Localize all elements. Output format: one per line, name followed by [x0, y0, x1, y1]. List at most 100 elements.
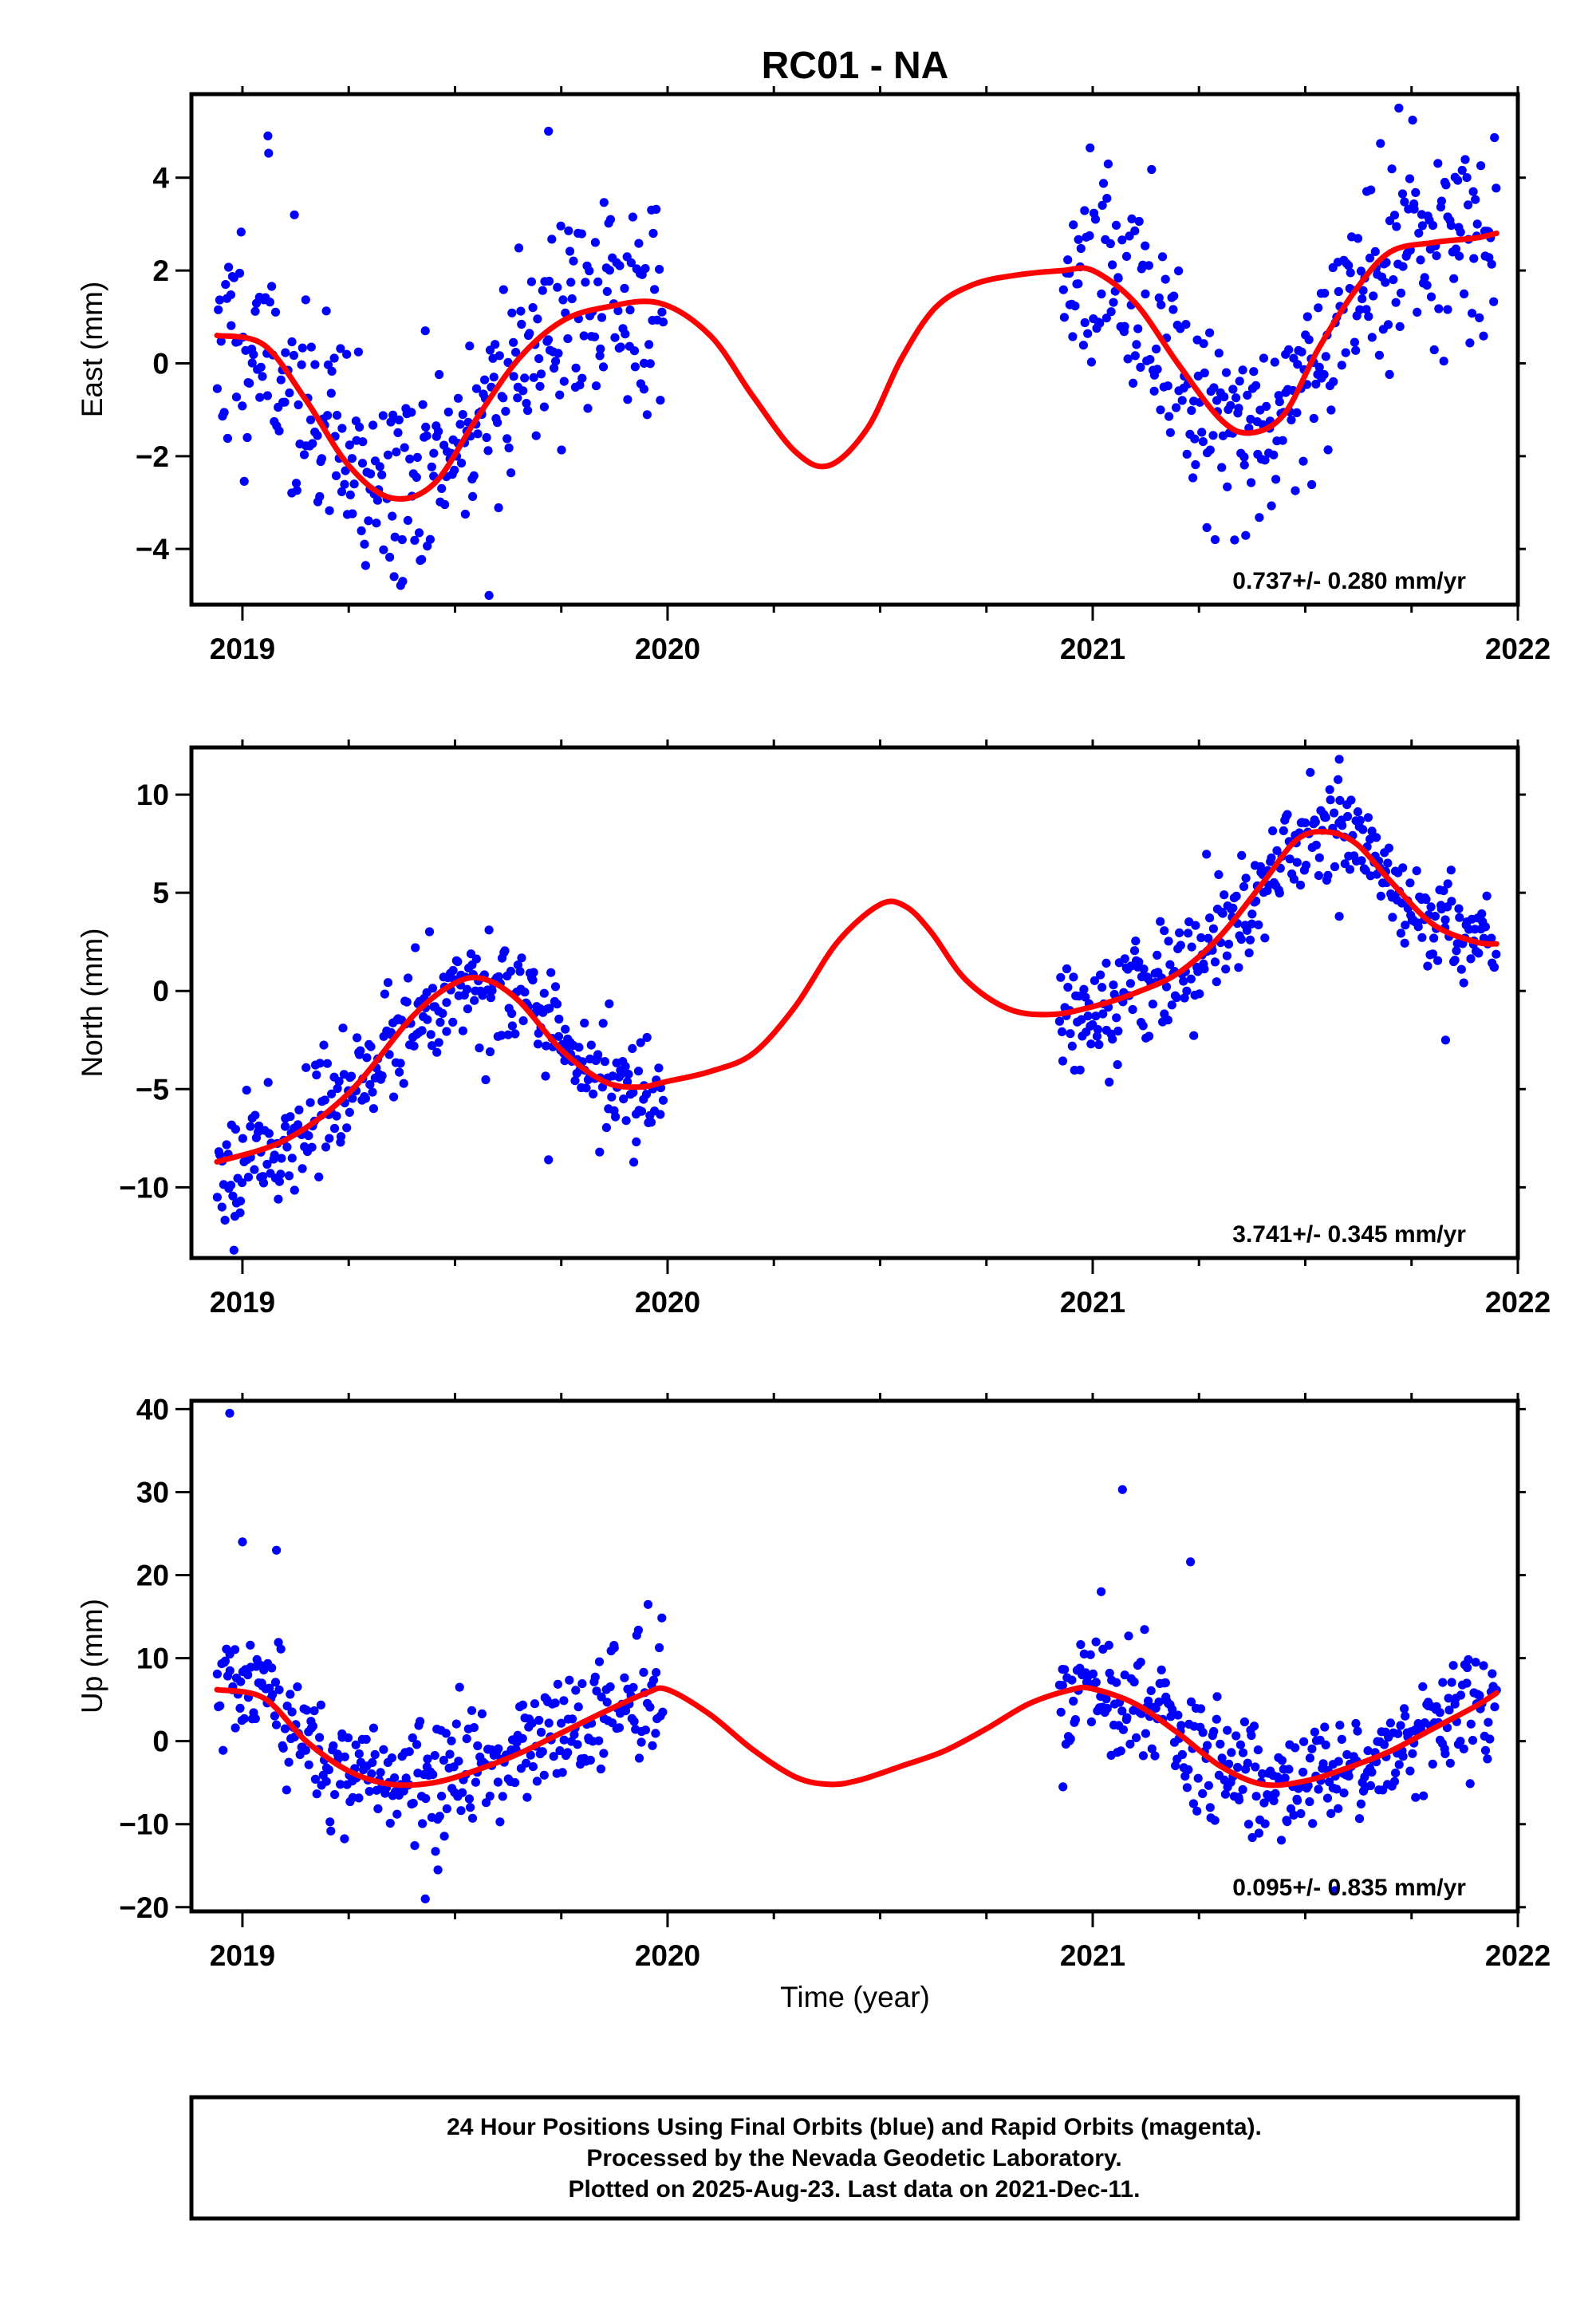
data-point	[1069, 220, 1078, 230]
data-point	[342, 349, 352, 359]
data-point	[458, 410, 467, 420]
data-point	[471, 1777, 481, 1787]
data-point	[379, 545, 388, 554]
data-point	[1208, 431, 1218, 440]
x-tick-label: 2022	[1485, 1286, 1551, 1319]
data-point	[417, 1026, 427, 1035]
data-point	[305, 415, 316, 424]
data-point	[1463, 1662, 1472, 1673]
data-point	[1141, 1729, 1150, 1738]
data-point	[510, 1029, 520, 1039]
data-point	[1267, 501, 1276, 511]
data-point	[1484, 253, 1494, 262]
data-point	[593, 277, 603, 286]
data-point	[1102, 194, 1112, 203]
data-point	[1279, 826, 1288, 835]
data-point	[634, 1753, 644, 1763]
data-point	[1310, 817, 1320, 827]
data-point	[1408, 1749, 1417, 1758]
data-point	[287, 1707, 297, 1717]
data-point	[493, 1777, 503, 1787]
data-point	[1326, 1808, 1336, 1818]
data-point	[1413, 922, 1423, 932]
data-point	[231, 1723, 240, 1733]
data-point	[1337, 361, 1346, 370]
data-point	[1083, 329, 1093, 338]
data-point	[380, 630, 389, 639]
data-point	[1446, 866, 1456, 875]
data-point	[377, 470, 387, 479]
data-point	[1121, 251, 1132, 261]
data-point	[325, 1134, 334, 1143]
data-point	[1480, 1745, 1491, 1755]
data-point	[388, 410, 398, 420]
data-point	[625, 306, 635, 315]
data-point	[1241, 530, 1251, 540]
data-point	[301, 295, 310, 305]
data-point	[558, 1768, 567, 1777]
data-point	[306, 342, 316, 352]
data-point	[1453, 175, 1463, 185]
data-point	[1123, 354, 1133, 364]
data-point	[454, 1757, 463, 1766]
data-point	[270, 1678, 281, 1687]
data-point	[614, 1723, 625, 1733]
data-point	[1342, 1749, 1352, 1760]
data-point	[247, 358, 257, 368]
data-point	[285, 388, 294, 398]
data-point	[1134, 957, 1144, 967]
data-point	[236, 227, 246, 237]
data-point	[554, 1014, 564, 1024]
data-point	[620, 1673, 629, 1682]
data-point	[423, 1015, 432, 1024]
data-point	[551, 357, 561, 366]
y-tick-label: −2	[136, 440, 169, 473]
data-point	[1188, 1799, 1198, 1808]
data-point	[534, 1715, 544, 1725]
data-point	[1436, 196, 1446, 206]
data-point	[1334, 755, 1344, 764]
data-point	[460, 509, 471, 519]
data-point	[1421, 894, 1431, 905]
data-point	[1351, 1718, 1361, 1729]
data-point	[293, 1682, 302, 1692]
data-point	[1439, 886, 1448, 896]
data-point	[1381, 278, 1390, 287]
data-point	[441, 1729, 451, 1738]
data-point	[373, 1804, 383, 1813]
data-point	[1133, 324, 1143, 333]
data-point	[1234, 1795, 1244, 1804]
data-point	[559, 1696, 569, 1706]
data-point	[1144, 261, 1153, 270]
data-point	[585, 1755, 595, 1765]
data-point	[1238, 1748, 1248, 1757]
data-point	[267, 282, 277, 291]
data-point	[235, 1208, 245, 1217]
data-point	[1334, 912, 1344, 921]
data-point	[1343, 811, 1353, 822]
data-point	[235, 1703, 245, 1713]
data-point	[464, 1794, 475, 1804]
data-point	[1174, 266, 1184, 276]
data-point	[1120, 1670, 1129, 1680]
data-point	[484, 925, 494, 935]
data-point	[255, 392, 265, 402]
data-point	[1208, 924, 1218, 933]
data-point	[1251, 1792, 1261, 1801]
data-point	[292, 486, 301, 495]
y-tick-label: 10	[136, 779, 169, 811]
data-point	[256, 362, 266, 372]
data-point	[404, 973, 413, 983]
data-point	[437, 483, 447, 494]
data-point	[641, 1090, 652, 1099]
data-point	[1466, 954, 1476, 964]
data-point	[250, 306, 260, 316]
data-point	[1079, 984, 1089, 994]
data-point	[1448, 1661, 1458, 1670]
data-point	[298, 1164, 307, 1173]
data-point	[1318, 1759, 1328, 1769]
data-point	[1108, 1035, 1117, 1044]
data-point	[648, 1675, 659, 1685]
data-point	[1416, 255, 1425, 265]
data-point	[1058, 1782, 1068, 1792]
